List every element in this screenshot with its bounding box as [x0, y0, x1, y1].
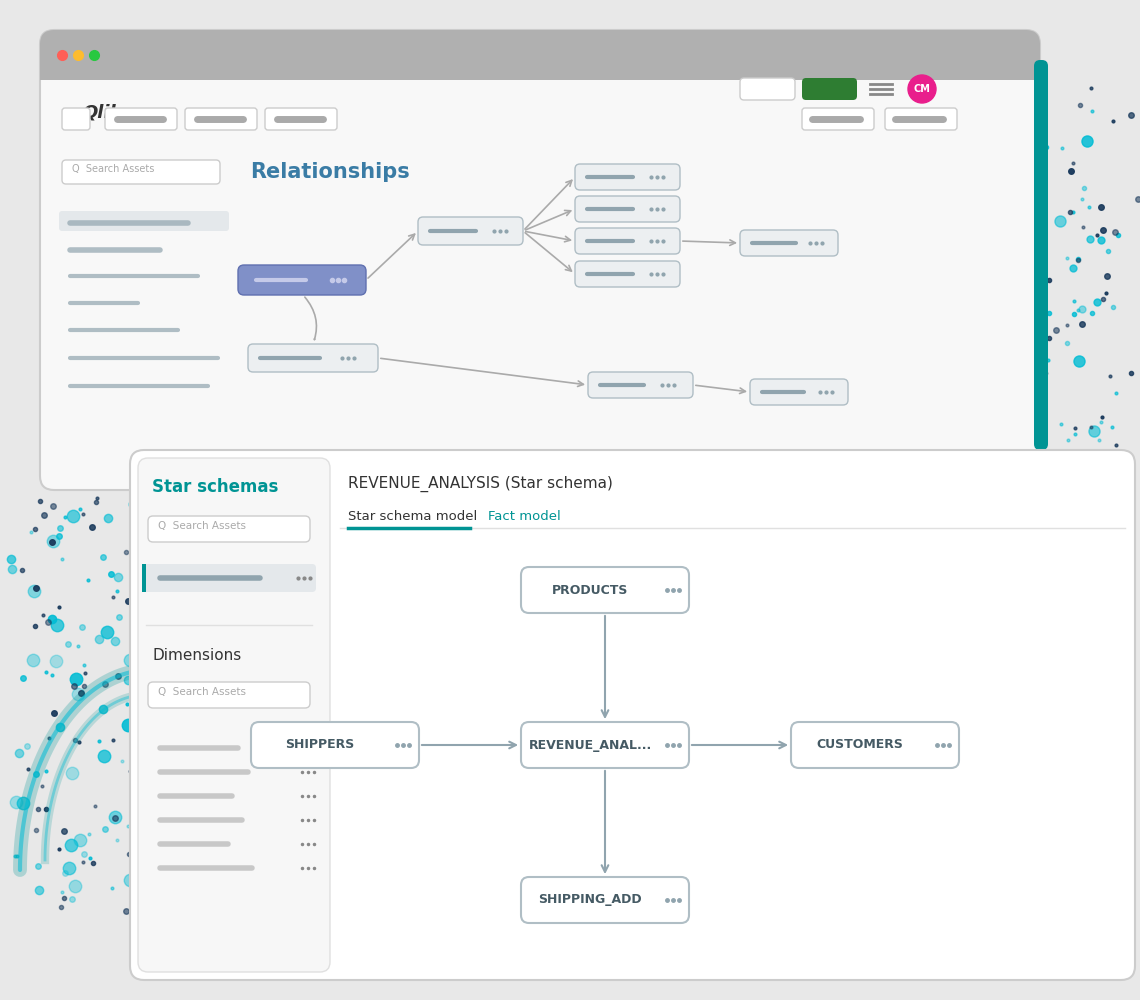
FancyBboxPatch shape	[105, 108, 177, 130]
FancyBboxPatch shape	[238, 265, 366, 295]
Text: PRODUCTS: PRODUCTS	[552, 584, 628, 596]
FancyBboxPatch shape	[62, 108, 90, 130]
FancyBboxPatch shape	[575, 228, 679, 254]
Text: SHIPPERS: SHIPPERS	[285, 738, 355, 752]
FancyBboxPatch shape	[740, 230, 838, 256]
FancyBboxPatch shape	[575, 261, 679, 287]
FancyBboxPatch shape	[148, 516, 310, 542]
FancyBboxPatch shape	[40, 30, 1040, 80]
FancyBboxPatch shape	[251, 722, 420, 768]
Text: CM: CM	[913, 84, 930, 94]
FancyArrowPatch shape	[304, 297, 317, 340]
Text: CUSTOMERS: CUSTOMERS	[816, 738, 903, 752]
FancyBboxPatch shape	[142, 564, 316, 592]
Bar	[142, 564, 146, 592]
FancyBboxPatch shape	[59, 211, 229, 231]
FancyBboxPatch shape	[803, 108, 874, 130]
Text: Q  Search Assets: Q Search Assets	[158, 521, 246, 531]
FancyBboxPatch shape	[885, 108, 956, 130]
FancyBboxPatch shape	[130, 450, 1135, 980]
FancyBboxPatch shape	[803, 78, 857, 100]
Text: Q  Search Assets: Q Search Assets	[158, 687, 246, 697]
FancyBboxPatch shape	[521, 722, 689, 768]
Text: SHIPPING_ADD: SHIPPING_ADD	[538, 894, 642, 906]
FancyBboxPatch shape	[62, 160, 220, 184]
Text: Q  Search Assets: Q Search Assets	[72, 164, 154, 174]
Text: Fact model: Fact model	[488, 510, 561, 523]
FancyBboxPatch shape	[264, 108, 337, 130]
FancyBboxPatch shape	[1034, 60, 1048, 450]
FancyBboxPatch shape	[740, 78, 795, 100]
FancyBboxPatch shape	[575, 196, 679, 222]
FancyBboxPatch shape	[521, 567, 689, 613]
Text: Star schema model: Star schema model	[348, 510, 478, 523]
FancyBboxPatch shape	[138, 458, 329, 972]
Bar	[40, 55, 1040, 80]
FancyBboxPatch shape	[575, 164, 679, 190]
FancyBboxPatch shape	[185, 108, 256, 130]
Text: Relationships: Relationships	[250, 162, 409, 182]
Text: REVENUE_ANALYSIS (Star schema): REVENUE_ANALYSIS (Star schema)	[348, 476, 613, 492]
FancyBboxPatch shape	[40, 30, 1040, 490]
FancyBboxPatch shape	[148, 682, 310, 708]
Text: Star schemas: Star schemas	[152, 478, 278, 496]
Text: Qlik: Qlik	[82, 104, 122, 122]
FancyBboxPatch shape	[588, 372, 693, 398]
FancyBboxPatch shape	[791, 722, 959, 768]
Circle shape	[907, 75, 936, 103]
FancyBboxPatch shape	[521, 877, 689, 923]
Text: Dimensions: Dimensions	[152, 648, 242, 663]
Text: REVENUE_ANAL...: REVENUE_ANAL...	[528, 738, 652, 752]
FancyBboxPatch shape	[418, 217, 523, 245]
FancyBboxPatch shape	[249, 344, 378, 372]
FancyBboxPatch shape	[750, 379, 848, 405]
